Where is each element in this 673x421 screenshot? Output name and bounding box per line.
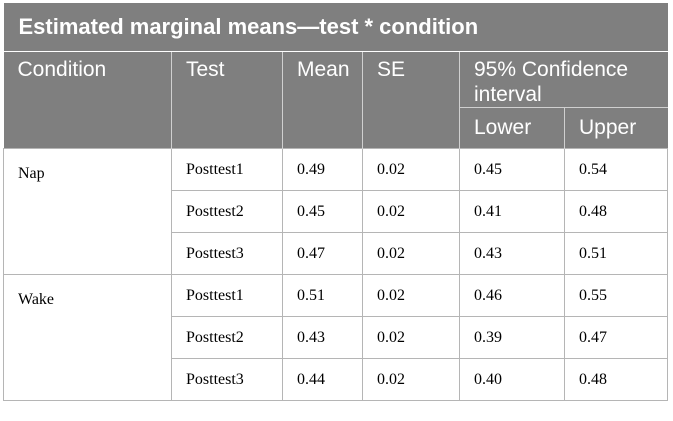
se-cell: 0.02	[362, 274, 460, 317]
table-row: Nap Posttest1 0.49 0.02 0.45 0.54	[3, 148, 669, 275]
se-cell: 0.02	[362, 148, 460, 191]
upper-cell: 0.54	[563, 148, 669, 191]
test-cell: Posttest1	[171, 274, 283, 317]
table-row: Posttest3 0.47 0.02 0.43 0.51	[4, 232, 669, 275]
table-caption: Estimated marginal means—test * conditio…	[3, 3, 668, 52]
mean-cell: 0.45	[282, 190, 363, 233]
table-row: Posttest2 0.43 0.02 0.39 0.47	[4, 316, 669, 359]
caption-row: Estimated marginal means—test * conditio…	[3, 3, 668, 52]
upper-cell: 0.48	[563, 190, 669, 233]
lower-cell: 0.43	[459, 232, 565, 275]
lower-cell: 0.45	[459, 148, 565, 191]
mean-cell: 0.49	[282, 148, 363, 191]
header-condition: Condition	[3, 51, 172, 149]
subheader-row: Lower Upper	[4, 107, 668, 149]
test-cell: Posttest3	[171, 232, 283, 275]
header-mean: Mean	[282, 51, 363, 149]
upper-cell: 0.55	[563, 274, 669, 317]
lower-cell: 0.46	[459, 274, 565, 317]
mean-cell: 0.43	[282, 316, 363, 359]
header-upper: Upper	[564, 107, 668, 149]
mean-cell: 0.51	[282, 274, 363, 317]
header-se: SE	[362, 51, 460, 149]
marginal-means-table: Estimated marginal means—test * conditio…	[3, 3, 669, 401]
upper-cell: 0.47	[563, 316, 669, 359]
mean-cell: 0.44	[282, 358, 363, 401]
test-cell: Posttest2	[171, 316, 283, 359]
upper-cell: 0.48	[563, 358, 669, 401]
table-header: Estimated marginal means—test * conditio…	[3, 3, 668, 149]
se-cell: 0.02	[362, 358, 460, 401]
test-cell: Posttest1	[171, 148, 283, 191]
condition-cell: Wake	[3, 274, 172, 401]
test-cell: Posttest3	[171, 358, 283, 401]
test-cell: Posttest2	[171, 190, 283, 233]
se-cell: 0.02	[362, 316, 460, 359]
header-row: Condition Test Mean SE 95% Confidence in…	[3, 51, 668, 149]
header-lower: Lower	[459, 107, 565, 149]
lower-cell: 0.40	[459, 358, 565, 401]
header-test: Test	[171, 51, 283, 149]
mean-cell: 0.47	[282, 232, 363, 275]
table-row: Wake Posttest1 0.51 0.02 0.46 0.55	[3, 274, 669, 401]
lower-cell: 0.39	[459, 316, 565, 359]
lower-cell: 0.41	[459, 190, 565, 233]
table-row: Posttest2 0.45 0.02 0.41 0.48	[4, 190, 669, 233]
se-cell: 0.02	[362, 232, 460, 275]
se-cell: 0.02	[362, 190, 460, 233]
header-confidence-interval: 95% Confidence interval	[459, 51, 668, 108]
upper-cell: 0.51	[563, 232, 669, 275]
condition-cell: Nap	[3, 148, 172, 275]
table-body: Nap Posttest1 0.49 0.02 0.45 0.54 Postte…	[3, 148, 669, 401]
table-row: Posttest3 0.44 0.02 0.40 0.48	[4, 358, 669, 401]
